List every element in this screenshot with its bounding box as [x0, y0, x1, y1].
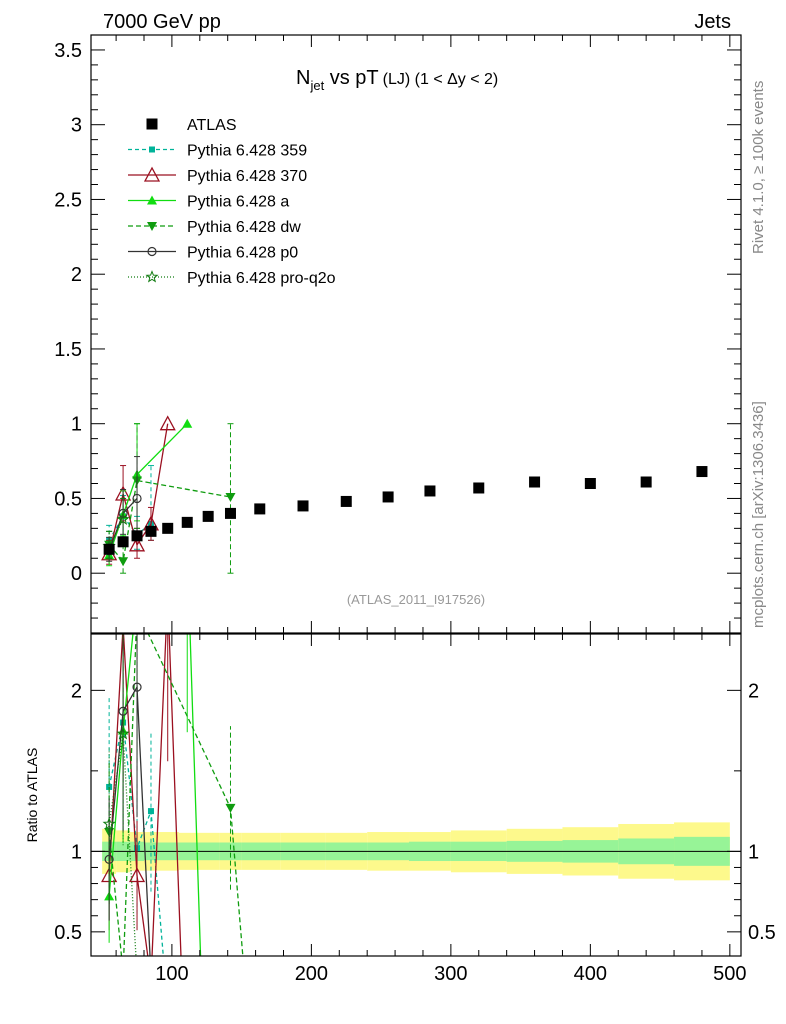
series-point [116, 512, 130, 525]
series-point [132, 493, 142, 504]
ratio-y-tick-label: 1 [71, 841, 82, 863]
series-point [159, 415, 176, 431]
legend-label: Pythia 6.428 a [187, 194, 289, 211]
y-tick-label: 1.5 [54, 339, 82, 361]
atlas-point [696, 466, 708, 478]
atlas-point [202, 510, 214, 522]
axes: 100 200 300 400 500 0 0.5 1 1.5 2 2.5 3 3.5 0.5 0.5 1 1 2… [54, 35, 776, 985]
legend: ATLAS Pythia 6.428 359 Pythia 6.428 370 Pyt… [128, 117, 336, 287]
ratio-point [147, 808, 154, 815]
atlas-point [473, 482, 485, 494]
legend-label: Pythia 6.428 370 [187, 168, 307, 185]
ratio-uncertainty-bands [91, 822, 741, 881]
atlas-point [181, 516, 193, 528]
ratio-point [225, 803, 236, 813]
atlas-point [162, 522, 174, 534]
side-label-rivet: Rivet 4.1.0, ≥ 100k events [750, 81, 767, 254]
analysis-id: (ATLAS_2011_I917526) [347, 592, 485, 607]
series-point [118, 557, 129, 567]
atlas-point [584, 478, 596, 489]
atlas-point [145, 525, 157, 537]
x-tick-label: 300 [434, 963, 467, 985]
legend-label: Pythia 6.428 p0 [187, 245, 298, 262]
atlas-point [529, 476, 541, 488]
atlas-point [103, 543, 115, 555]
legend-label: Pythia 6.428 pro-q2o [187, 270, 336, 287]
y-tick-label: 2 [71, 264, 82, 286]
legend-marker [146, 118, 158, 130]
atlas-point [224, 507, 236, 519]
header-energy: 7000 GeV pp [103, 11, 221, 33]
y-tick-label: 2.5 [54, 189, 82, 211]
ratio-line [108, 634, 182, 956]
ratio-point [161, 587, 175, 600]
y-tick-label: 0.5 [54, 488, 82, 510]
plot-title: Njet vs pT (LJ) (1 < Δy < 2) [296, 67, 498, 93]
ratio-line [108, 634, 244, 956]
atlas-point [131, 530, 143, 542]
legend-marker [143, 166, 161, 182]
legend-marker [147, 246, 157, 257]
ratio-panel-marks [101, 540, 244, 977]
series-line [108, 423, 169, 554]
ratio-ylabel: Ratio to ATLAS [24, 748, 40, 843]
y-tick-label: 3.5 [54, 40, 82, 62]
legend-label: ATLAS [187, 117, 237, 134]
ratio-point [106, 783, 113, 790]
ratio-point [128, 867, 146, 883]
series-line [108, 519, 124, 547]
legend-marker [145, 270, 159, 283]
ratio-line [108, 733, 137, 956]
ratio-point [132, 682, 142, 692]
x-tick-label: 200 [295, 963, 328, 985]
y-tick-label: 3 [71, 115, 82, 137]
legend-label: Pythia 6.428 359 [187, 143, 307, 160]
ratio-point [116, 726, 130, 740]
ratio-point [118, 968, 128, 977]
ratio-y-tick-label: 2 [71, 680, 82, 702]
atlas-point [424, 485, 436, 497]
legend-marker [147, 195, 157, 205]
ratio-point [132, 606, 142, 615]
main-panel-marks [101, 415, 708, 574]
ratio-point [132, 589, 142, 598]
ratio-point [104, 854, 114, 865]
ratio-panel-frame [90, 633, 742, 957]
ratio-point [116, 619, 130, 632]
atlas-point [254, 503, 266, 515]
y-tick-label: 1 [71, 414, 82, 436]
x-tick-label: 100 [155, 963, 188, 985]
atlas-point [382, 491, 394, 503]
series-line [108, 479, 231, 563]
atlas-point [640, 476, 652, 488]
series-line [108, 423, 188, 556]
ratio-y-tick-label-right: 2 [748, 680, 759, 702]
legend-marker [149, 146, 155, 153]
atlas-point [297, 500, 309, 512]
atlas-point [340, 495, 352, 507]
ratio-y-tick-label-right: 0.5 [748, 922, 776, 944]
series-point [225, 492, 236, 502]
ratio-point [182, 540, 192, 549]
ratio-line [108, 634, 202, 956]
series-point [128, 536, 146, 552]
header-process: Jets [694, 11, 731, 33]
side-label-mcplots: mcplots.cern.ch [arXiv:1306.3436] [750, 401, 767, 628]
ratio-point [102, 817, 116, 830]
y-tick-label: 0 [71, 563, 82, 585]
ratio-y-tick-label: 0.5 [54, 922, 82, 944]
ratio-line [108, 684, 151, 956]
legend-label: Pythia 6.428 dw [187, 219, 301, 236]
main-panel-frame [90, 34, 742, 634]
atlas-point [117, 536, 129, 548]
x-tick-label: 400 [574, 963, 607, 985]
legend-marker [147, 222, 157, 231]
series-point [182, 418, 193, 428]
ratio-y-tick-label-right: 1 [748, 841, 759, 863]
x-tick-label: 500 [713, 963, 746, 985]
